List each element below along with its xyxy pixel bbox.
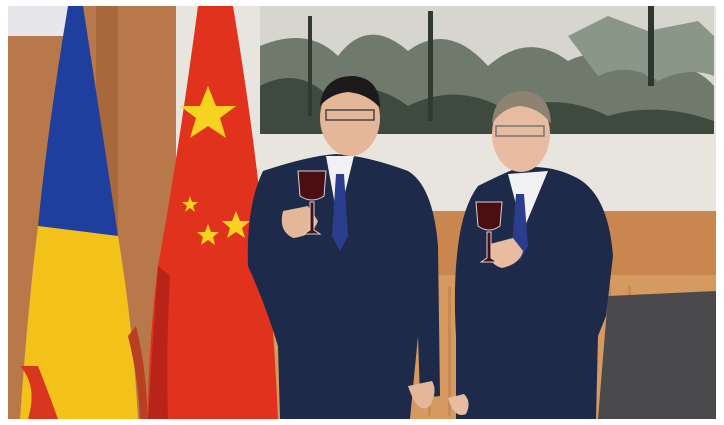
person-right-hand [489,238,523,268]
person-left-hand-right [408,381,435,409]
person-left-glasses [325,109,375,121]
photo-scene [8,6,716,419]
person-right-shirt [508,171,548,231]
person-right-glasses [495,125,545,137]
person-left-head [320,80,380,156]
person-left-tie [332,174,348,251]
person-right-hand-left [448,394,469,415]
person-left-hair [320,76,380,108]
person-left-wine-glass [297,170,327,235]
photo-frame [8,6,716,419]
person-left [247,76,440,419]
person-right-wine-glass [475,201,503,263]
china-flag [148,6,278,419]
person-right-suit [454,167,613,419]
podium [598,291,716,419]
romania-flag [20,6,148,419]
person-right-head [492,96,550,172]
person-right-hair [492,91,551,124]
person-right [448,91,613,419]
person-left-hand [281,206,318,238]
landscape-painting [260,6,714,134]
